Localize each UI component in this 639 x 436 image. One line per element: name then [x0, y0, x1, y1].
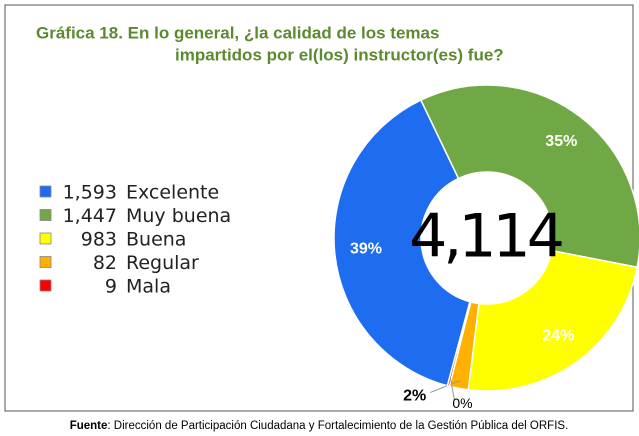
- percent-label: 2%: [403, 388, 426, 405]
- percent-label: 35%: [545, 133, 577, 150]
- legend-value: 983: [81, 229, 117, 251]
- legend-label: Excelente: [126, 182, 219, 204]
- center-disc: [421, 172, 553, 304]
- center-total: 4,114: [409, 202, 562, 272]
- source-label: Fuente: [70, 420, 108, 432]
- legend-label: Mala: [126, 276, 171, 298]
- legend-value: 1,447: [63, 205, 117, 227]
- legend-label: Muy buena: [126, 205, 231, 227]
- source-text: : Dirección de Participación Ciudadana y…: [107, 420, 568, 432]
- legend-value: 82: [93, 252, 117, 274]
- percent-label: 0%: [452, 395, 472, 411]
- legend-swatch: [39, 185, 52, 198]
- percent-label: 24%: [542, 328, 574, 345]
- chart-title: Gráfica 18. En lo general, ¿la calidad d…: [36, 23, 439, 42]
- chart-title: impartidos por el(los) instructor(es) fu…: [175, 45, 504, 64]
- legend-value: 1,593: [63, 182, 117, 204]
- legend-label: Buena: [126, 229, 186, 251]
- legend-swatch: [39, 256, 52, 268]
- leader-line: [449, 378, 455, 401]
- legend-value: 9: [105, 276, 117, 298]
- legend-swatch: [39, 232, 52, 245]
- leader-line: [430, 380, 461, 393]
- legend-label: Regular: [126, 252, 199, 274]
- legend-swatch: [39, 209, 52, 221]
- legend-swatch: [39, 279, 52, 292]
- percent-label: 39%: [350, 240, 382, 257]
- source-note: Fuente: Dirección de Participación Ciuda…: [70, 420, 569, 432]
